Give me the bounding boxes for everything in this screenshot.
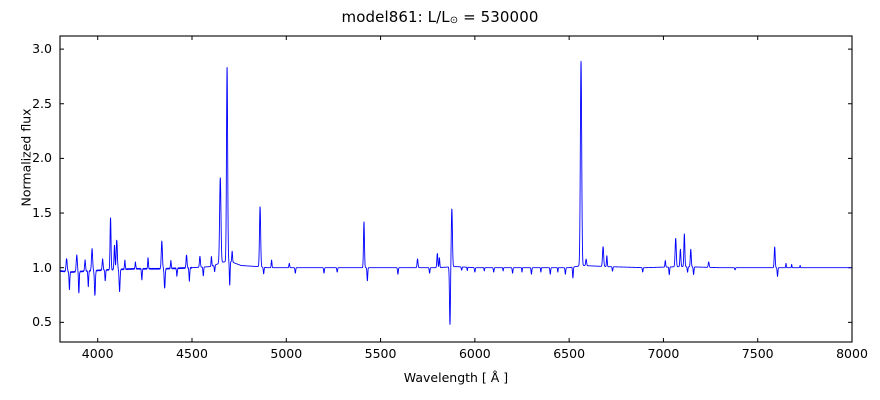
y-tick-label: 3.0 <box>32 41 52 57</box>
y-tick-label: 2.5 <box>32 95 52 111</box>
chart-title-main: model861: L/L <box>341 8 450 26</box>
x-tick-label: 4500 <box>176 346 208 361</box>
x-tick-label: 4000 <box>81 346 114 361</box>
x-tick-label: 7000 <box>647 346 680 361</box>
x-tick-label: 5500 <box>364 346 397 361</box>
y-tick-label: 2.0 <box>32 150 52 166</box>
x-tick-label: 6000 <box>458 346 491 361</box>
x-tick-label: 6500 <box>553 346 586 361</box>
x-axis-label: Wavelength [ Å ] <box>403 370 509 385</box>
x-tick-label: 5000 <box>270 346 303 361</box>
y-tick-label: 1.0 <box>32 259 52 275</box>
axis-ticks <box>60 36 853 342</box>
solar-symbol-icon: ⊙ <box>449 15 459 26</box>
x-tick-label: 7500 <box>741 346 774 361</box>
x-tick-label: 8000 <box>836 346 868 361</box>
y-tick-label: 1.5 <box>32 205 52 221</box>
chart-title-suffix: = 530000 <box>458 8 539 26</box>
y-tick-label: 0.5 <box>32 314 52 330</box>
spectrum-line <box>60 60 852 325</box>
chart-title: model861: L/L⊙ = 530000 <box>0 8 880 26</box>
axes-frame <box>59 35 853 343</box>
flux-curve <box>60 60 852 325</box>
